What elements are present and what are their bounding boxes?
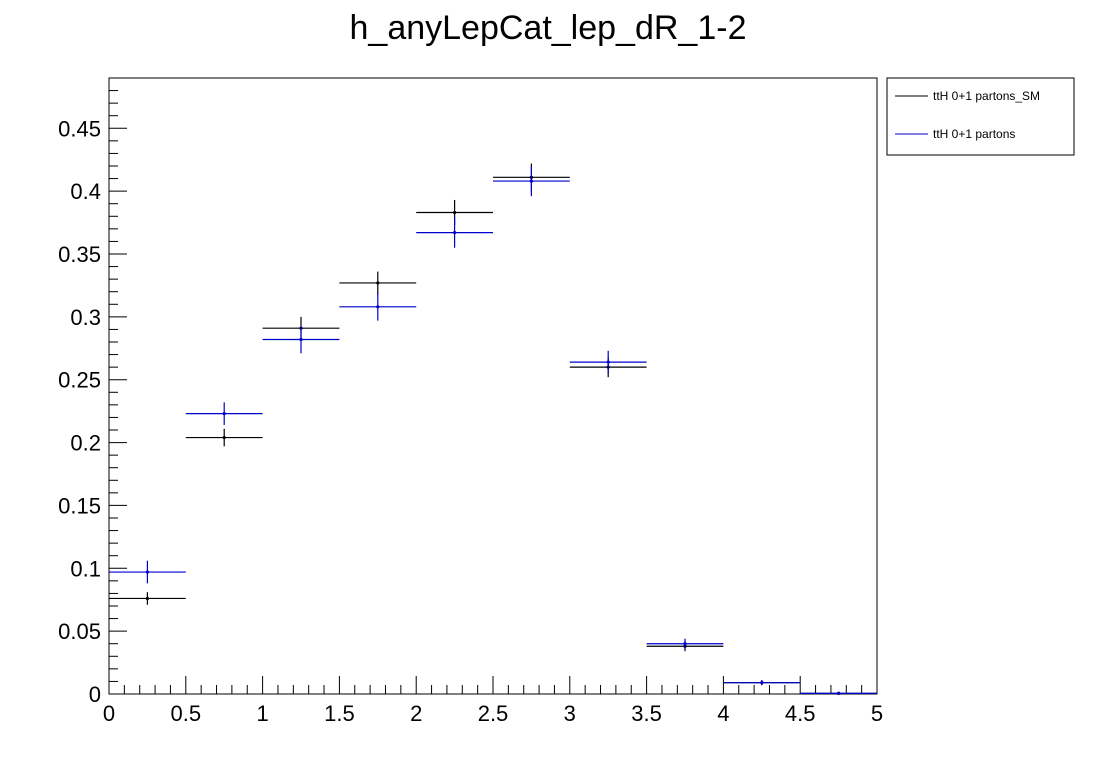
y-axis: 0 0.05 0.1 0.15 0.2 0.25 0.3 0.35 0.4 0.45 — [58, 77, 127, 707]
x-tick-label: 4.5 — [785, 701, 816, 726]
legend-box — [886, 77, 1075, 156]
data-point-marker — [145, 570, 149, 574]
x-tick-label: 3 — [564, 701, 576, 726]
x-axis: 0 0.5 1 1.5 2 2.5 3 3.5 4 4.5 5 — [103, 676, 883, 726]
data-point-marker — [837, 691, 841, 695]
legend-label-partons: ttH 0+1 partons — [933, 127, 1015, 141]
data-point-marker — [453, 231, 457, 235]
y-tick-label: 0.45 — [58, 116, 101, 141]
data-point-marker — [222, 412, 226, 416]
data-point-marker — [606, 360, 610, 364]
x-tick-label: 2.5 — [478, 701, 509, 726]
y-tick-label: 0.05 — [58, 619, 101, 644]
x-tick-label: 4 — [717, 701, 729, 726]
series-ttH-partons — [109, 166, 877, 695]
y-tick-label: 0.35 — [58, 242, 101, 267]
data-point-marker — [376, 305, 380, 309]
data-point-marker — [529, 179, 534, 183]
chart-title: h_anyLepCat_lep_dR_1-2 — [350, 9, 747, 47]
data-point-marker — [760, 681, 764, 685]
data-point-marker — [145, 596, 149, 601]
y-tick-label: 0.15 — [58, 493, 101, 518]
y-tick-label: 0.3 — [70, 305, 101, 330]
data-point-marker — [299, 337, 303, 342]
plot-frame — [108, 77, 878, 695]
x-tick-label: 0.5 — [171, 701, 202, 726]
data-point-marker — [453, 210, 457, 215]
x-tick-label: 5 — [871, 701, 883, 726]
series-ttH-sm — [109, 163, 877, 695]
legend-label-sm: ttH 0+1 partons_SM — [933, 89, 1040, 103]
data-point-marker — [376, 281, 380, 285]
y-tick-label: 0.2 — [70, 431, 101, 456]
data-point-marker — [683, 642, 687, 646]
x-tick-label: 1 — [256, 701, 268, 726]
data-point-marker — [222, 435, 226, 440]
y-tick-label: 0.25 — [58, 368, 101, 393]
x-tick-label: 2 — [410, 701, 422, 726]
y-tick-label: 0.1 — [70, 556, 101, 581]
x-tick-label: 1.5 — [324, 701, 355, 726]
y-tick-label: 0 — [89, 682, 101, 707]
series-layer — [109, 163, 877, 695]
y-tick-label: 0.4 — [70, 179, 101, 204]
x-tick-label: 3.5 — [631, 701, 662, 726]
legend: ttH 0+1 partons_SM ttH 0+1 partons — [886, 77, 1075, 156]
x-tick-label: 0 — [103, 701, 115, 726]
